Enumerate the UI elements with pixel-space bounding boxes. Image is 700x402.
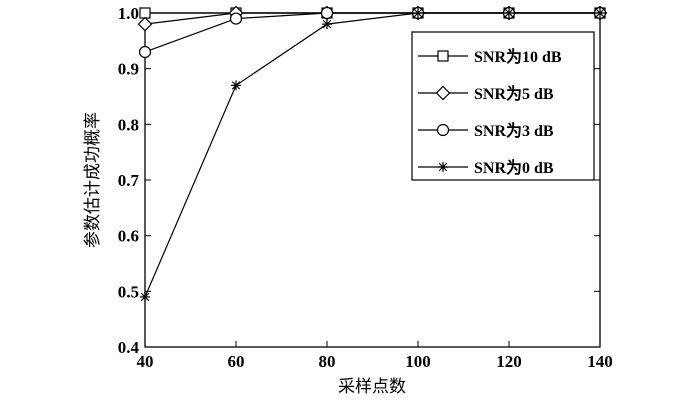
y-tick-label: 0.6 [118, 227, 139, 246]
y-tick-label: 0.9 [118, 60, 139, 79]
x-tick-label: 40 [137, 352, 154, 371]
x-tick-label: 100 [405, 352, 431, 371]
x-axis-title: 采样点数 [338, 377, 406, 397]
data-point [322, 19, 332, 30]
legend-marker [438, 162, 448, 172]
x-tick-label: 60 [228, 352, 245, 371]
y-tick-label: 0.4 [118, 338, 140, 357]
data-point [231, 80, 241, 91]
legend-marker [437, 50, 449, 62]
data-point [229, 12, 243, 25]
y-tick-label: 1.0 [118, 4, 139, 23]
data-point [504, 8, 514, 18]
y-axis: 0.4 0.5 0.6 0.7 0.8 0.9 1.0 [118, 4, 600, 357]
x-tick-label: 140 [587, 352, 613, 371]
series-line-3 [144, 12, 600, 298]
data-point [137, 16, 153, 32]
x-tick-label: 120 [496, 352, 522, 371]
legend-entry: SNR为5 dB [474, 84, 554, 103]
data-point [320, 6, 334, 20]
x-tick-label: 80 [319, 352, 336, 371]
legend-entry: SNR为10 dB [474, 47, 562, 66]
series-layer [137, 5, 608, 302]
x-axis: 40 60 80 100 120 140 [137, 13, 613, 371]
y-axis-title: 参数估计成功概率 [83, 112, 103, 248]
y-tick-label: 0.5 [118, 282, 139, 301]
y-tick-label: 0.8 [118, 115, 139, 134]
legend-marker [435, 85, 451, 101]
data-point [140, 291, 150, 302]
legend-entry: SNR为3 dB [474, 121, 554, 140]
data-point [413, 8, 423, 18]
y-tick-label: 0.7 [118, 171, 140, 190]
legend-entry: SNR为0 dB [474, 158, 554, 177]
legend: SNR为10 dB SNR为5 dB SNR为3 dB SNR为0 dB [411, 31, 595, 181]
data-point [138, 45, 152, 59]
data-point [139, 7, 151, 19]
data-point [595, 8, 605, 18]
legend-marker [436, 123, 450, 137]
